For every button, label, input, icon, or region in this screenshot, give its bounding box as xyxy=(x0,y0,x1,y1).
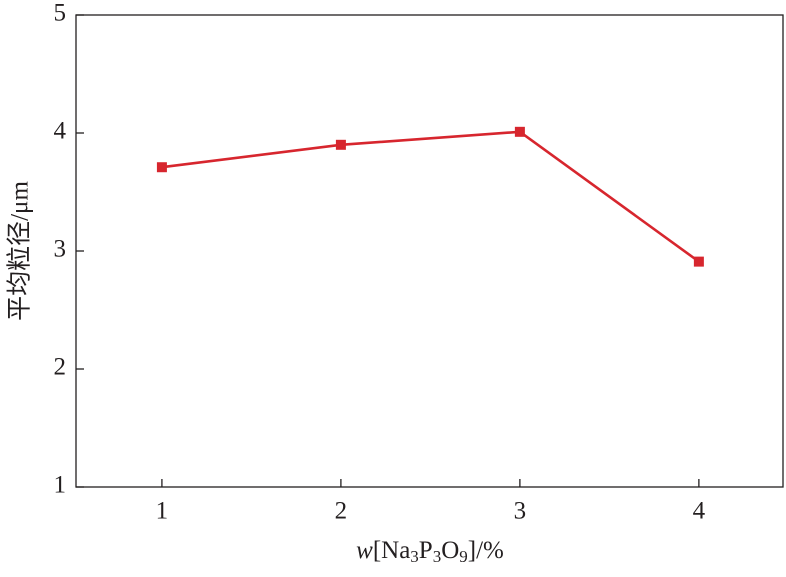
x-label-part: P xyxy=(419,537,433,564)
x-tick-label: 1 xyxy=(156,498,169,525)
y-tick-label: 1 xyxy=(54,472,67,499)
y-tick-label: 4 xyxy=(54,118,67,145)
point-marker xyxy=(693,256,704,267)
y-axis-label: 平均粒径/μm xyxy=(6,181,34,321)
x-tick-label: 3 xyxy=(514,498,527,525)
x-label-part: [Na xyxy=(373,537,410,564)
x-label-part: 9 xyxy=(459,547,468,566)
plot-frame xyxy=(75,14,784,488)
x-label-part: 3 xyxy=(410,547,419,566)
x-label-part: 3 xyxy=(433,547,442,566)
y-tick-label: 2 xyxy=(54,354,67,381)
x-tick-label: 2 xyxy=(335,498,348,525)
x-tick-label: 4 xyxy=(693,498,706,525)
y-tick-label: 3 xyxy=(54,236,67,263)
point-marker xyxy=(156,162,167,173)
x-axis-label: w[Na3P3O9]/% xyxy=(356,537,504,566)
x-label-part: ]/% xyxy=(468,537,504,564)
series-line xyxy=(161,130,700,263)
y-tick-label: 5 xyxy=(54,0,67,27)
point-marker xyxy=(514,126,525,137)
x-label-part: w xyxy=(356,537,373,564)
point-marker xyxy=(335,139,346,150)
x-label-part: O xyxy=(441,537,459,564)
